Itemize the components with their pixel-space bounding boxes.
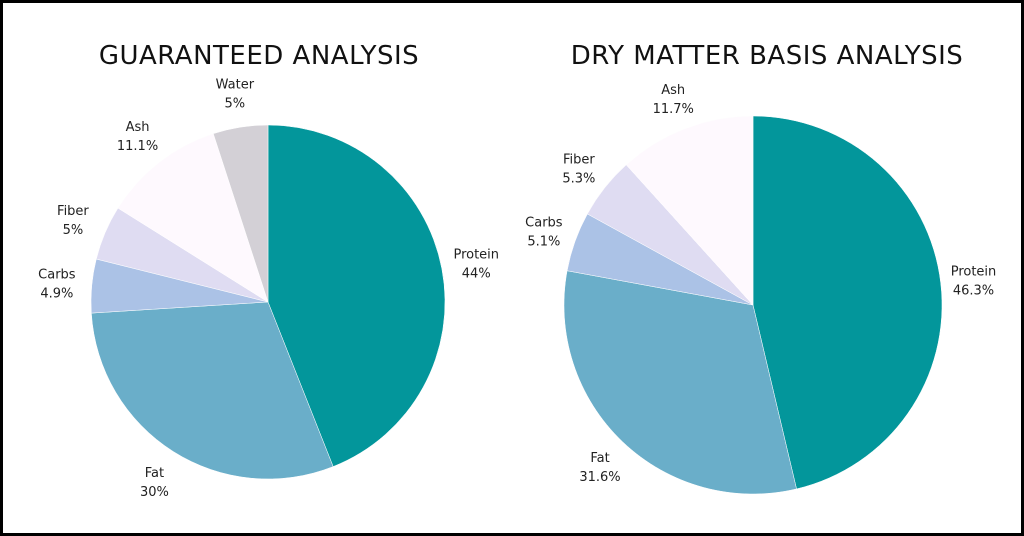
pie-slice-protein bbox=[752, 115, 943, 490]
pie-label-protein: Protein 44% bbox=[453, 247, 499, 281]
pie-slice-fat bbox=[563, 270, 797, 495]
pie-label-fiber: Fiber 5.3% bbox=[562, 152, 595, 186]
pie-label-ash: Ash 11.1% bbox=[117, 120, 158, 154]
chart-title-dry-matter-basis-analysis: DRY MATTER BASIS ANALYSIS bbox=[570, 41, 964, 71]
pie-label-water: Water 5% bbox=[216, 78, 255, 112]
pie-slice-protein bbox=[267, 124, 446, 467]
pie-label-fiber: Fiber 5% bbox=[57, 204, 89, 238]
pie-slice-ash bbox=[625, 115, 754, 306]
pie-label-fat: Fat 30% bbox=[140, 466, 169, 500]
pie-label-ash: Ash 11.7% bbox=[653, 83, 694, 117]
pie-right: Protein 46.3% Fat 31.6% Carbs 5.1% Fiber 5.3% As… bbox=[525, 83, 997, 495]
pie-slice-water bbox=[212, 124, 269, 303]
chart-title-guaranteed-analysis: GUARANTEED ANALYSIS bbox=[98, 41, 420, 71]
pie-slice-fat bbox=[91, 301, 334, 480]
pie-label-carbs: Carbs 4.9% bbox=[38, 268, 76, 302]
pie-label-fat: Fat 31.6% bbox=[579, 451, 620, 485]
pie-label-carbs: Carbs 5.1% bbox=[525, 215, 563, 249]
pie-label-protein: Protein 46.3% bbox=[951, 264, 997, 298]
pie-slice-ash bbox=[117, 133, 269, 303]
pie-left: Protein 44% Fat 30% Carbs 4.9% Fiber 5% Ash 11.1%… bbox=[38, 78, 499, 500]
